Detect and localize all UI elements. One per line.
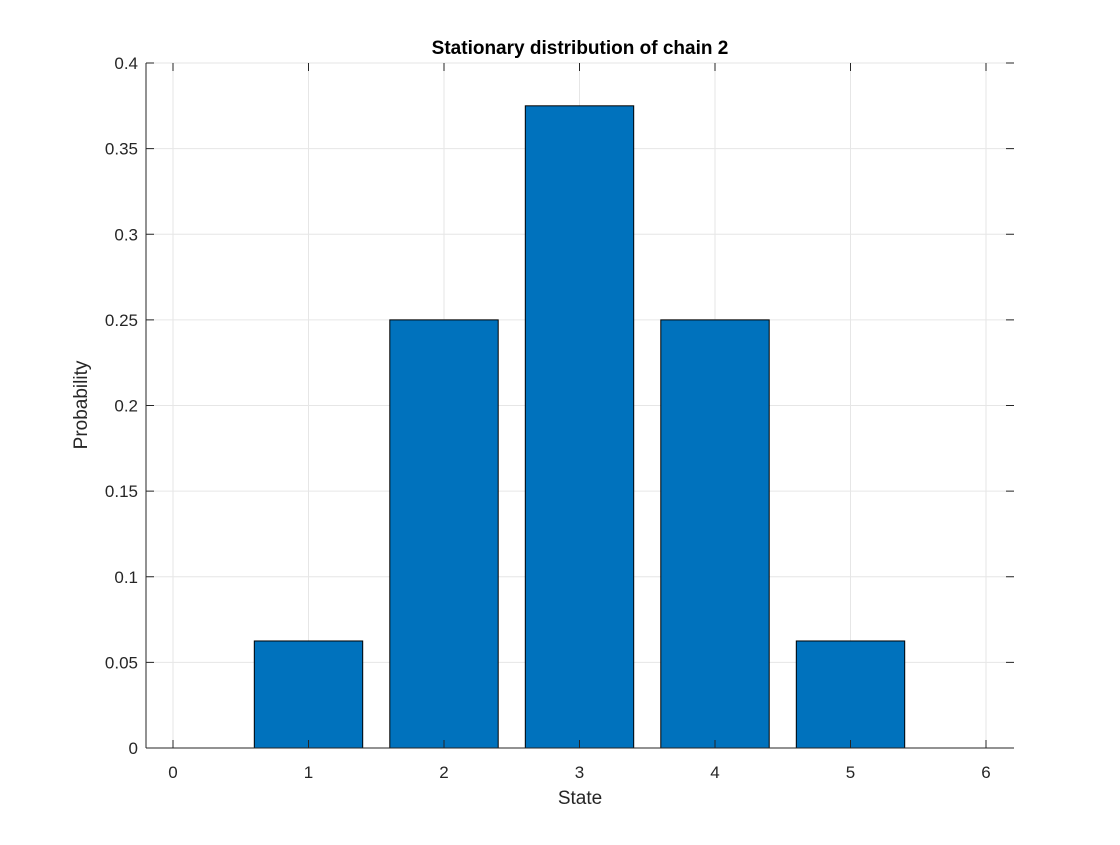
y-tick-label: 0.2	[114, 397, 138, 416]
y-tick-label: 0.05	[105, 653, 138, 672]
y-tick-label: 0.4	[114, 54, 138, 73]
y-tick-label: 0.3	[114, 225, 138, 244]
y-tick-label: 0.1	[114, 568, 138, 587]
x-tick-label: 6	[981, 763, 990, 782]
x-tick-label: 2	[439, 763, 448, 782]
y-tick-label: 0.15	[105, 482, 138, 501]
x-tick-label: 3	[575, 763, 584, 782]
bar-state-1	[253, 640, 364, 749]
bar-state-3	[524, 105, 635, 749]
tick-labels: 0 1 2 3 4 5 6 0 0.05 0.1 0.15 0.2 0.25 0.3 0.35 0.4	[105, 54, 991, 782]
axes	[145, 62, 1014, 749]
bar-state-5	[795, 640, 906, 749]
x-tick-label: 1	[304, 763, 313, 782]
x-tick-label: 5	[846, 763, 855, 782]
y-axis-label: Probability	[71, 360, 92, 449]
y-tick-label: 0	[129, 739, 138, 758]
bar-state-2	[389, 319, 499, 749]
bar-state-4	[660, 319, 770, 749]
chart-title: Stationary distribution of chain 2	[432, 38, 729, 59]
y-tick-label: 0.35	[105, 140, 138, 159]
bars	[253, 105, 906, 749]
x-axis-label: State	[558, 788, 602, 809]
x-tick-label: 0	[168, 763, 177, 782]
y-tick-label: 0.25	[105, 311, 138, 330]
x-tick-label: 4	[710, 763, 719, 782]
